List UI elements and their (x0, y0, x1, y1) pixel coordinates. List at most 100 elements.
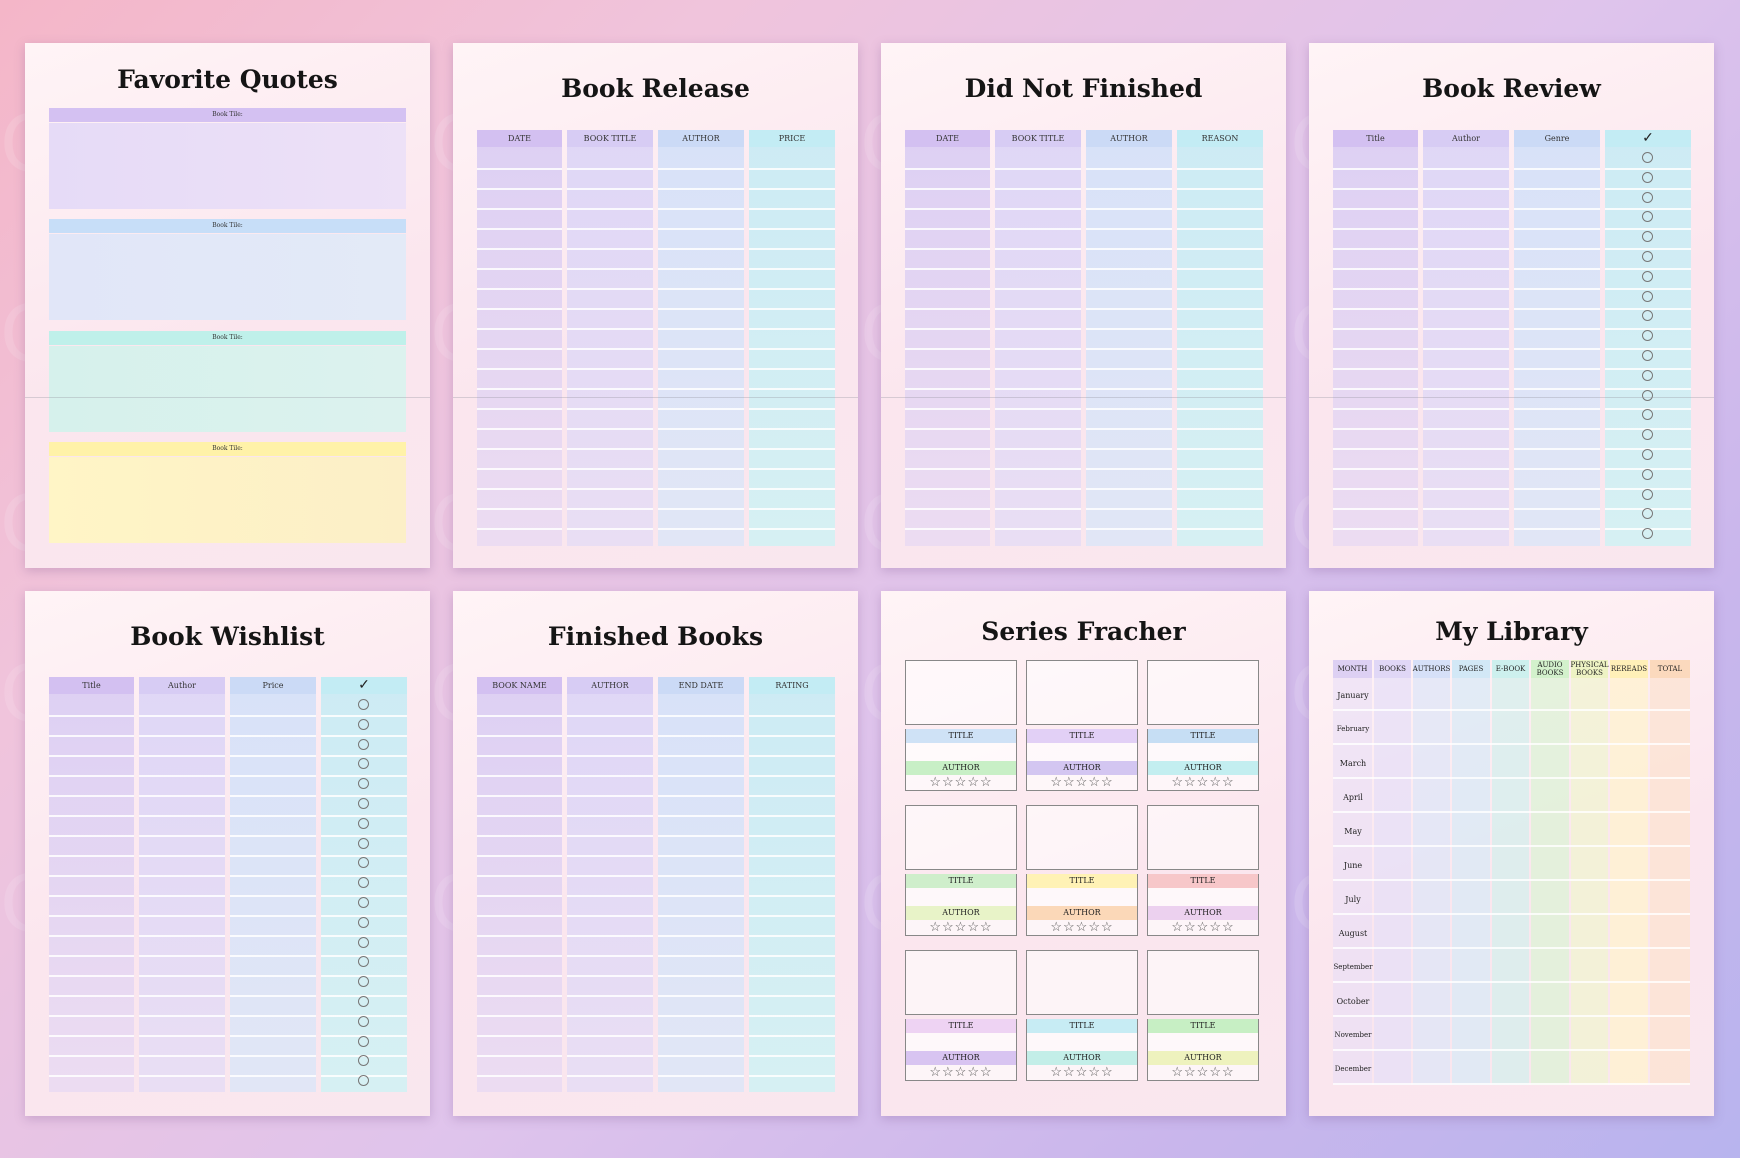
table-rows[interactable] (567, 697, 653, 1092)
checkbox-circle[interactable] (1642, 468, 1653, 480)
library-column[interactable] (1531, 660, 1569, 1085)
series-title-field[interactable] (1147, 1033, 1259, 1051)
library-column[interactable] (1610, 660, 1648, 1085)
checkbox-circle[interactable] (1642, 270, 1653, 282)
checkbox-circle[interactable] (358, 778, 369, 790)
checkbox-circle[interactable] (358, 718, 369, 730)
table-rows[interactable] (1177, 150, 1263, 546)
table-rows[interactable] (477, 697, 562, 1092)
table-rows[interactable] (995, 150, 1081, 546)
checkbox-circle[interactable] (358, 1055, 369, 1067)
table-rows[interactable] (477, 150, 562, 546)
checkbox-circle[interactable] (1642, 409, 1653, 421)
book-cover-box[interactable] (905, 950, 1017, 1015)
table-rows[interactable] (749, 150, 835, 546)
library-column[interactable] (1374, 660, 1411, 1085)
series-title-field[interactable] (905, 743, 1017, 761)
rating-stars-icon[interactable]: ☆☆☆☆☆ (905, 920, 1017, 936)
series-title-field[interactable] (905, 888, 1017, 906)
checkbox-circle[interactable] (1642, 191, 1653, 203)
checkbox-circle[interactable] (358, 857, 369, 869)
checkbox-circle[interactable] (358, 936, 369, 948)
quote-box[interactable] (49, 234, 406, 320)
checkbox-circle[interactable] (358, 1035, 369, 1047)
quote-box[interactable] (49, 346, 406, 432)
table-rows[interactable] (658, 697, 744, 1092)
table-rows[interactable] (1514, 150, 1600, 546)
checkbox-circle[interactable] (358, 837, 369, 849)
checkbox-circle[interactable] (1642, 488, 1653, 500)
checkbox-circle[interactable] (1642, 290, 1653, 302)
checkbox-circle[interactable] (1642, 330, 1653, 342)
book-cover-box[interactable] (905, 660, 1017, 725)
column-header: DATE (477, 130, 562, 147)
book-cover-box[interactable] (1026, 805, 1138, 870)
book-cover-box[interactable] (1026, 660, 1138, 725)
checkbox-circle[interactable] (1642, 369, 1653, 381)
checkbox-circle[interactable] (1642, 528, 1653, 540)
checkbox-circle[interactable] (358, 877, 369, 889)
rating-stars-icon[interactable]: ☆☆☆☆☆ (1147, 920, 1259, 936)
table-rows[interactable] (658, 150, 744, 546)
rating-stars-icon[interactable]: ☆☆☆☆☆ (1147, 775, 1259, 791)
series-title-field[interactable] (1147, 743, 1259, 761)
checkbox-circle[interactable] (1642, 152, 1653, 163)
checkbox-circle[interactable] (1642, 449, 1653, 460)
checkbox-circle[interactable] (1642, 310, 1653, 322)
checkbox-circle[interactable] (1642, 508, 1653, 520)
checkbox-circle[interactable] (358, 1015, 369, 1027)
checkbox-circle[interactable] (1642, 211, 1653, 223)
table-rows[interactable] (1423, 150, 1509, 546)
series-title-field[interactable] (1026, 1033, 1138, 1051)
rating-stars-icon[interactable]: ☆☆☆☆☆ (905, 1065, 1017, 1081)
checkbox-circle[interactable] (1642, 231, 1653, 243)
checkbox-circle[interactable] (358, 956, 369, 968)
checkbox-circle[interactable] (1642, 429, 1653, 441)
table-rows[interactable] (567, 150, 653, 546)
table-rows[interactable] (1086, 150, 1172, 546)
checkbox-circle[interactable] (1642, 350, 1653, 361)
book-cover-box[interactable] (1026, 950, 1138, 1015)
checkbox-circle[interactable] (358, 976, 369, 988)
library-column[interactable] (1650, 660, 1690, 1085)
checkbox-circle[interactable] (358, 738, 369, 750)
book-cover-box[interactable] (1147, 950, 1259, 1015)
quote-box[interactable] (49, 123, 406, 209)
rating-stars-icon[interactable]: ☆☆☆☆☆ (905, 775, 1017, 791)
checkbox-circle[interactable] (358, 798, 369, 809)
checkbox-circle[interactable] (358, 699, 369, 710)
library-column[interactable] (1413, 660, 1450, 1085)
series-title-field[interactable] (1026, 743, 1138, 761)
checkbox-circle[interactable] (358, 996, 369, 1007)
table-rows[interactable] (749, 697, 835, 1092)
checkbox-circle[interactable] (1642, 171, 1653, 183)
table-rows[interactable] (49, 697, 134, 1092)
table-rows[interactable] (905, 150, 990, 546)
library-column[interactable] (1333, 660, 1372, 1085)
book-cover-box[interactable] (1147, 660, 1259, 725)
library-column[interactable] (1452, 660, 1490, 1085)
library-column[interactable] (1571, 660, 1608, 1085)
table-rows[interactable] (1333, 150, 1418, 546)
series-title-field[interactable] (1026, 888, 1138, 906)
rating-stars-icon[interactable]: ☆☆☆☆☆ (1147, 1065, 1259, 1081)
book-cover-box[interactable] (1147, 805, 1259, 870)
checkbox-circle[interactable] (358, 897, 369, 908)
checkbox-circle[interactable] (358, 916, 369, 928)
checkbox-circle[interactable] (1642, 251, 1653, 262)
checkbox-circle[interactable] (358, 1075, 369, 1087)
series-title-field[interactable] (905, 1033, 1017, 1051)
rating-stars-icon[interactable]: ☆☆☆☆☆ (1026, 920, 1138, 936)
month-label: April (1343, 793, 1363, 802)
book-cover-box[interactable] (905, 805, 1017, 870)
quote-box[interactable] (49, 457, 406, 543)
checkbox-circle[interactable] (1642, 389, 1653, 401)
rating-stars-icon[interactable]: ☆☆☆☆☆ (1026, 1065, 1138, 1081)
checkbox-circle[interactable] (358, 817, 369, 829)
rating-stars-icon[interactable]: ☆☆☆☆☆ (1026, 775, 1138, 791)
series-title-field[interactable] (1147, 888, 1259, 906)
checkbox-circle[interactable] (358, 758, 369, 770)
table-rows[interactable] (139, 697, 225, 1092)
library-column[interactable] (1492, 660, 1529, 1085)
table-rows[interactable] (230, 697, 316, 1092)
